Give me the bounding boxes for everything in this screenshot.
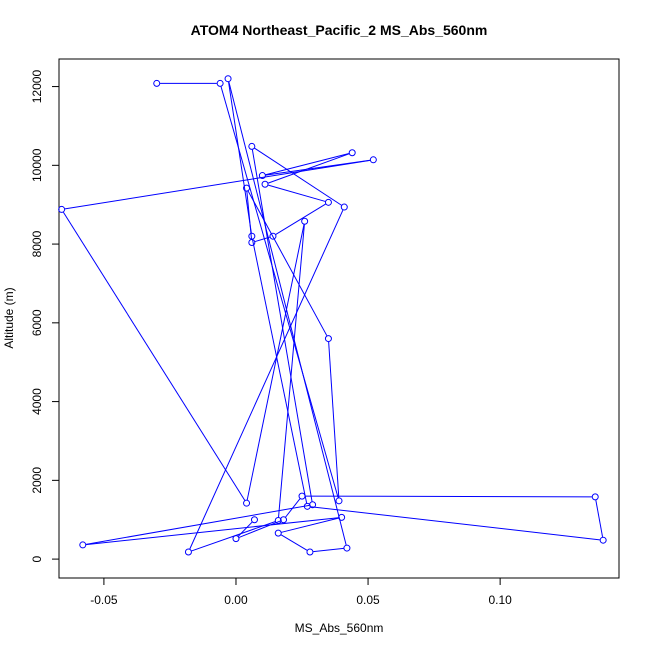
- data-point: [343, 544, 351, 552]
- series-segment: [310, 506, 600, 541]
- series-segment: [281, 517, 339, 533]
- data-point: [348, 149, 356, 157]
- data-point: [243, 184, 251, 192]
- data-point: [250, 516, 258, 524]
- data-point: [274, 517, 282, 525]
- series-segment: [238, 520, 281, 538]
- data-point: [248, 142, 256, 150]
- chart-title: ATOM4 Northeast_Pacific_2 MS_Abs_560nm: [191, 22, 488, 38]
- data-point: [216, 79, 224, 87]
- series-segment: [228, 81, 252, 234]
- x-axis-label: MS_Abs_560nm: [295, 621, 384, 635]
- series-segment: [86, 517, 339, 546]
- data-point: [599, 536, 607, 544]
- series-segment: [285, 498, 301, 518]
- series-segment: [252, 239, 308, 504]
- y-tick-label: 10000: [30, 148, 44, 182]
- series-segment: [251, 149, 313, 502]
- series-segment: [237, 521, 253, 537]
- data-point: [335, 497, 343, 505]
- series-segment: [278, 224, 305, 518]
- data-point: [306, 548, 314, 556]
- series-segment: [220, 86, 339, 498]
- x-tick-label: -0.05: [90, 593, 118, 607]
- series-segment: [246, 224, 305, 501]
- y-tick-label: 6000: [30, 309, 44, 336]
- x-tick-label: 0.00: [224, 593, 248, 607]
- series-segment: [189, 209, 344, 550]
- series-points: [58, 75, 607, 556]
- data-point: [184, 548, 192, 556]
- series-segment: [595, 500, 604, 538]
- data-point: [340, 203, 348, 211]
- data-point: [324, 198, 332, 206]
- y-axis: 0 2000 4000 6000 8000 10000 12000: [30, 70, 60, 562]
- series-segment: [265, 153, 350, 176]
- series-segment: [254, 147, 342, 206]
- series-segment: [328, 341, 340, 498]
- series-segment: [267, 153, 350, 184]
- series-segment: [62, 211, 246, 501]
- data-point: [261, 180, 269, 188]
- x-axis: -0.05 0.00 0.05 0.10: [90, 577, 512, 607]
- y-tick-label: 2000: [30, 467, 44, 494]
- y-axis-label: Altitude (m): [2, 287, 16, 348]
- y-tick-label: 12000: [30, 70, 44, 104]
- data-point: [269, 232, 277, 240]
- series-segment: [64, 159, 371, 210]
- y-tick-label: 8000: [30, 230, 44, 257]
- series-segment: [191, 521, 276, 552]
- plot-frame: [58, 58, 620, 579]
- data-point: [248, 239, 256, 247]
- series-segment: [228, 81, 347, 545]
- x-tick-label: 0.05: [356, 593, 380, 607]
- data-point: [258, 172, 266, 180]
- data-point: [303, 502, 311, 510]
- data-point: [224, 75, 232, 83]
- data-point: [369, 156, 377, 164]
- series-lines: [62, 81, 604, 553]
- data-point: [591, 493, 599, 501]
- x-tick-label: 0.10: [488, 593, 512, 607]
- series-segment: [280, 534, 308, 551]
- data-point: [301, 217, 309, 225]
- y-tick-label: 4000: [30, 388, 44, 415]
- data-point: [232, 535, 240, 543]
- series-segment: [275, 203, 326, 235]
- data-point: [338, 513, 346, 521]
- data-point: [58, 205, 66, 213]
- data-point: [153, 79, 161, 87]
- data-point: [248, 232, 256, 240]
- series-segment: [305, 495, 592, 498]
- series-segment: [268, 184, 326, 202]
- series-segment: [85, 504, 310, 545]
- data-point: [280, 516, 288, 524]
- series-segment: [247, 190, 328, 336]
- data-point: [243, 499, 251, 507]
- data-point: [79, 541, 87, 549]
- series-segment: [313, 547, 344, 553]
- data-point: [274, 529, 282, 537]
- data-point: [324, 335, 332, 343]
- data-point: [298, 492, 306, 500]
- y-tick-label: 0: [30, 555, 44, 562]
